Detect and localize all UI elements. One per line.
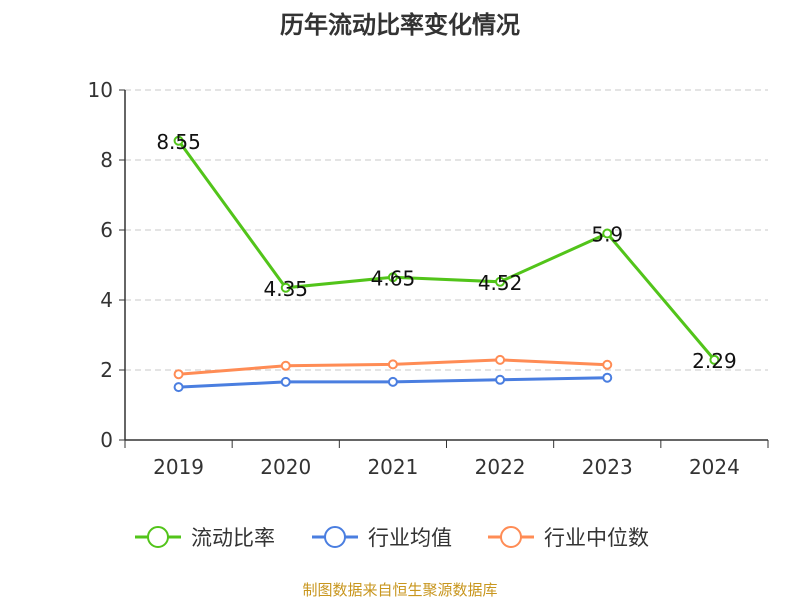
y-tick-label: 10 <box>88 78 113 102</box>
legend-label[interactable]: 行业均值 <box>368 526 452 550</box>
x-tick-label: 2021 <box>367 455 418 479</box>
data-point[interactable] <box>602 359 613 370</box>
y-tick-label: 4 <box>100 288 113 312</box>
data-point[interactable] <box>709 354 720 365</box>
data-point[interactable] <box>280 360 291 371</box>
data-point[interactable] <box>280 282 291 293</box>
data-point[interactable] <box>387 359 398 370</box>
data-point[interactable] <box>495 374 506 385</box>
series-line <box>177 139 716 361</box>
data-point[interactable] <box>387 272 398 283</box>
data-label: 8.55 <box>156 130 201 154</box>
x-tick-label: 2020 <box>260 455 311 479</box>
legend-marker[interactable] <box>500 526 522 548</box>
data-point[interactable] <box>495 354 506 365</box>
y-tick-label: 8 <box>100 148 113 172</box>
y-tick-label: 0 <box>100 428 113 452</box>
chart-title: 历年流动比率变化情况 <box>280 11 520 39</box>
data-point[interactable] <box>280 376 291 387</box>
x-tick-label: 2022 <box>475 455 526 479</box>
legend-marker[interactable] <box>147 526 169 548</box>
x-tick-label: 2019 <box>153 455 204 479</box>
data-label: 5.9 <box>591 223 623 247</box>
data-point[interactable] <box>173 382 184 393</box>
x-tick-label: 2023 <box>582 455 633 479</box>
data-label: 4.52 <box>478 271 523 295</box>
legend-label[interactable]: 行业中位数 <box>544 526 649 550</box>
data-point[interactable] <box>387 376 398 387</box>
legend-label[interactable]: 流动比率 <box>191 526 275 550</box>
source-note: 制图数据来自恒生聚源数据库 <box>302 581 497 599</box>
legend-marker[interactable] <box>324 526 346 548</box>
data-point[interactable] <box>173 135 184 146</box>
y-tick-label: 6 <box>100 218 113 242</box>
y-tick-label: 2 <box>100 358 113 382</box>
data-point[interactable] <box>173 369 184 380</box>
data-point[interactable] <box>495 276 506 287</box>
data-label: 4.35 <box>263 277 308 301</box>
data-label: 2.29 <box>692 349 737 373</box>
data-point[interactable] <box>602 228 613 239</box>
data-label: 4.65 <box>371 266 416 290</box>
data-point[interactable] <box>602 372 613 383</box>
x-tick-label: 2024 <box>689 455 740 479</box>
